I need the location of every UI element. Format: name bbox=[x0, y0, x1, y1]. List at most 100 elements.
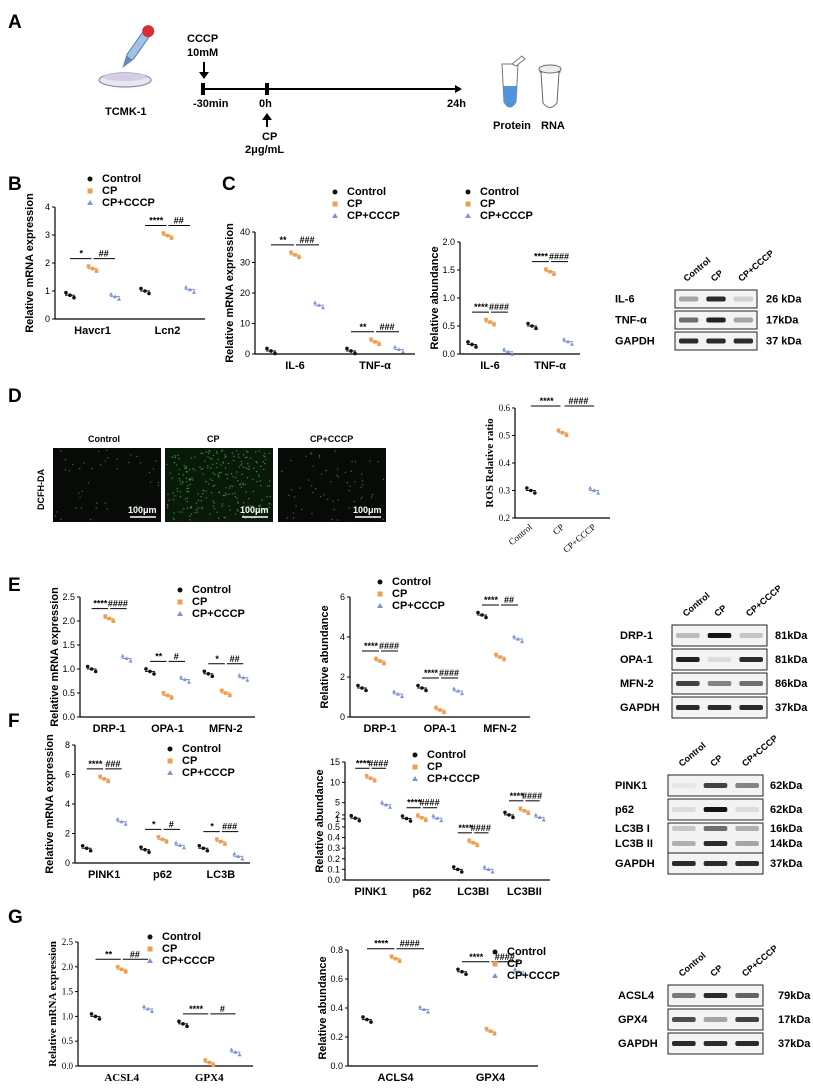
fluorescence-dot bbox=[166, 506, 169, 509]
legend-cp: CP bbox=[102, 185, 117, 197]
point-cp bbox=[223, 842, 227, 846]
x-tick-label: LC3BI bbox=[457, 886, 489, 898]
x-tick-label: p62 bbox=[153, 869, 172, 881]
y-tick-label: 0.2 bbox=[330, 1032, 343, 1042]
blot-row-label: GAPDH bbox=[615, 858, 655, 870]
fluorescence-dot bbox=[182, 482, 184, 484]
sig-label: **** bbox=[407, 798, 422, 808]
point-cp bbox=[434, 705, 438, 710]
fluorescence-dot bbox=[268, 506, 270, 509]
fluorescence-dot bbox=[255, 451, 257, 453]
blot-row-label: LC3B II bbox=[615, 838, 653, 850]
fluorescence-dot bbox=[205, 497, 207, 499]
fluorescence-dot bbox=[311, 512, 313, 515]
blot-kda-label: 17kDa bbox=[766, 315, 799, 327]
point-cp bbox=[424, 818, 428, 823]
point-control bbox=[526, 321, 530, 326]
fluorescence-dot bbox=[191, 477, 193, 479]
fluorescence-dot bbox=[259, 480, 261, 482]
fluorescence-dot bbox=[261, 499, 263, 501]
legend-marker-control bbox=[87, 176, 93, 182]
fluorescence-dot bbox=[187, 488, 189, 490]
band-lc3b-ii bbox=[672, 841, 696, 846]
fluorescence-dot bbox=[232, 475, 234, 478]
sig-label: **** bbox=[510, 791, 525, 801]
fluorescence-dot bbox=[227, 473, 229, 476]
fluorescence-dot bbox=[245, 450, 248, 453]
band-lc3b-ii bbox=[703, 841, 728, 846]
fluorescence-dot bbox=[268, 502, 270, 505]
fluorescence-dot bbox=[224, 467, 227, 469]
legend-cp: CP bbox=[480, 198, 495, 210]
sig-label: #### bbox=[368, 758, 388, 768]
point-control bbox=[353, 816, 358, 820]
fluorescence-dot bbox=[218, 475, 220, 477]
blot-kda-label: 81kDa bbox=[775, 654, 808, 666]
y-tick-label: 8 bbox=[65, 740, 70, 750]
point-cp-cccp bbox=[321, 305, 325, 310]
rna-tube-icon bbox=[538, 64, 562, 108]
fluorescence-dot bbox=[215, 450, 218, 453]
sig-label: * bbox=[79, 249, 83, 259]
point-cp bbox=[368, 776, 373, 781]
fluorescence-dot bbox=[312, 465, 314, 467]
fluorescence-dot bbox=[255, 460, 257, 463]
lane-label-control: Control bbox=[677, 740, 708, 768]
point-cp-cccp bbox=[520, 639, 524, 644]
point-control bbox=[139, 845, 143, 850]
lane-label-cp-cccp: CP+CCCP bbox=[740, 733, 780, 768]
blot-row-label: LC3B I bbox=[615, 823, 650, 835]
fluorescence-dot bbox=[197, 499, 200, 502]
fluorescence-dot bbox=[258, 475, 260, 478]
point-control bbox=[356, 683, 360, 688]
point-control bbox=[503, 810, 507, 815]
fluorescence-dot bbox=[79, 496, 81, 499]
fluorescence-dot bbox=[201, 492, 204, 495]
chart-f2: 0.00.10.20.30.40.512 5 10 15 Relative abunda… bbox=[314, 749, 550, 898]
point-cp-cccp bbox=[124, 656, 129, 661]
sig-label: ### bbox=[222, 822, 237, 832]
point-cp-cccp bbox=[237, 672, 242, 677]
fluorescence-dot bbox=[240, 460, 243, 463]
fluorescence-dot bbox=[197, 507, 200, 509]
fluorescence-dot bbox=[187, 485, 189, 487]
fluorescence-dot bbox=[209, 457, 211, 460]
point-cp-cccp bbox=[182, 845, 186, 850]
fluorescence-dot bbox=[200, 452, 202, 454]
fluorescence-dot bbox=[228, 493, 230, 495]
fluorescence-dot bbox=[252, 467, 255, 469]
fluorescence-dot bbox=[245, 517, 247, 519]
fluorescence-dot bbox=[263, 508, 265, 511]
fluorescence-dot bbox=[349, 485, 351, 487]
fluorescence-dot bbox=[238, 466, 241, 468]
fluorescence-dot bbox=[200, 468, 202, 470]
legend-cp: CP bbox=[392, 588, 407, 600]
band-lc3b-i bbox=[672, 826, 696, 831]
point-cp bbox=[467, 838, 471, 843]
y-tick-label: 4 bbox=[340, 632, 345, 642]
panel-label-c: C bbox=[222, 174, 236, 195]
sig-label: #### bbox=[549, 252, 569, 262]
fluorescence-dot bbox=[71, 463, 74, 466]
y-tick-label: 1.0 bbox=[442, 293, 455, 303]
fluorescence-dot bbox=[212, 472, 214, 474]
point-cp-cccp bbox=[188, 287, 192, 292]
point-cp bbox=[484, 1026, 489, 1031]
point-cp-cccp bbox=[393, 344, 397, 349]
point-control bbox=[484, 615, 488, 620]
sig-label: #### bbox=[568, 396, 588, 406]
lane-label-control: Control bbox=[681, 590, 712, 618]
fluorescence-dot bbox=[157, 485, 160, 487]
fluorescence-dot bbox=[235, 450, 238, 452]
point-control bbox=[88, 848, 93, 853]
point-control bbox=[185, 1024, 189, 1029]
legend-cp-cccp: CP+CCCP bbox=[480, 210, 533, 222]
point-cp bbox=[289, 250, 293, 255]
fluorescence-dot bbox=[216, 466, 218, 469]
scale-bar-label-2: 100μm bbox=[240, 505, 269, 515]
point-cp-cccp bbox=[512, 634, 516, 639]
sig-label: ## bbox=[99, 249, 109, 259]
fluorescence-dot bbox=[212, 500, 214, 502]
fluorescence-dot bbox=[354, 461, 357, 463]
